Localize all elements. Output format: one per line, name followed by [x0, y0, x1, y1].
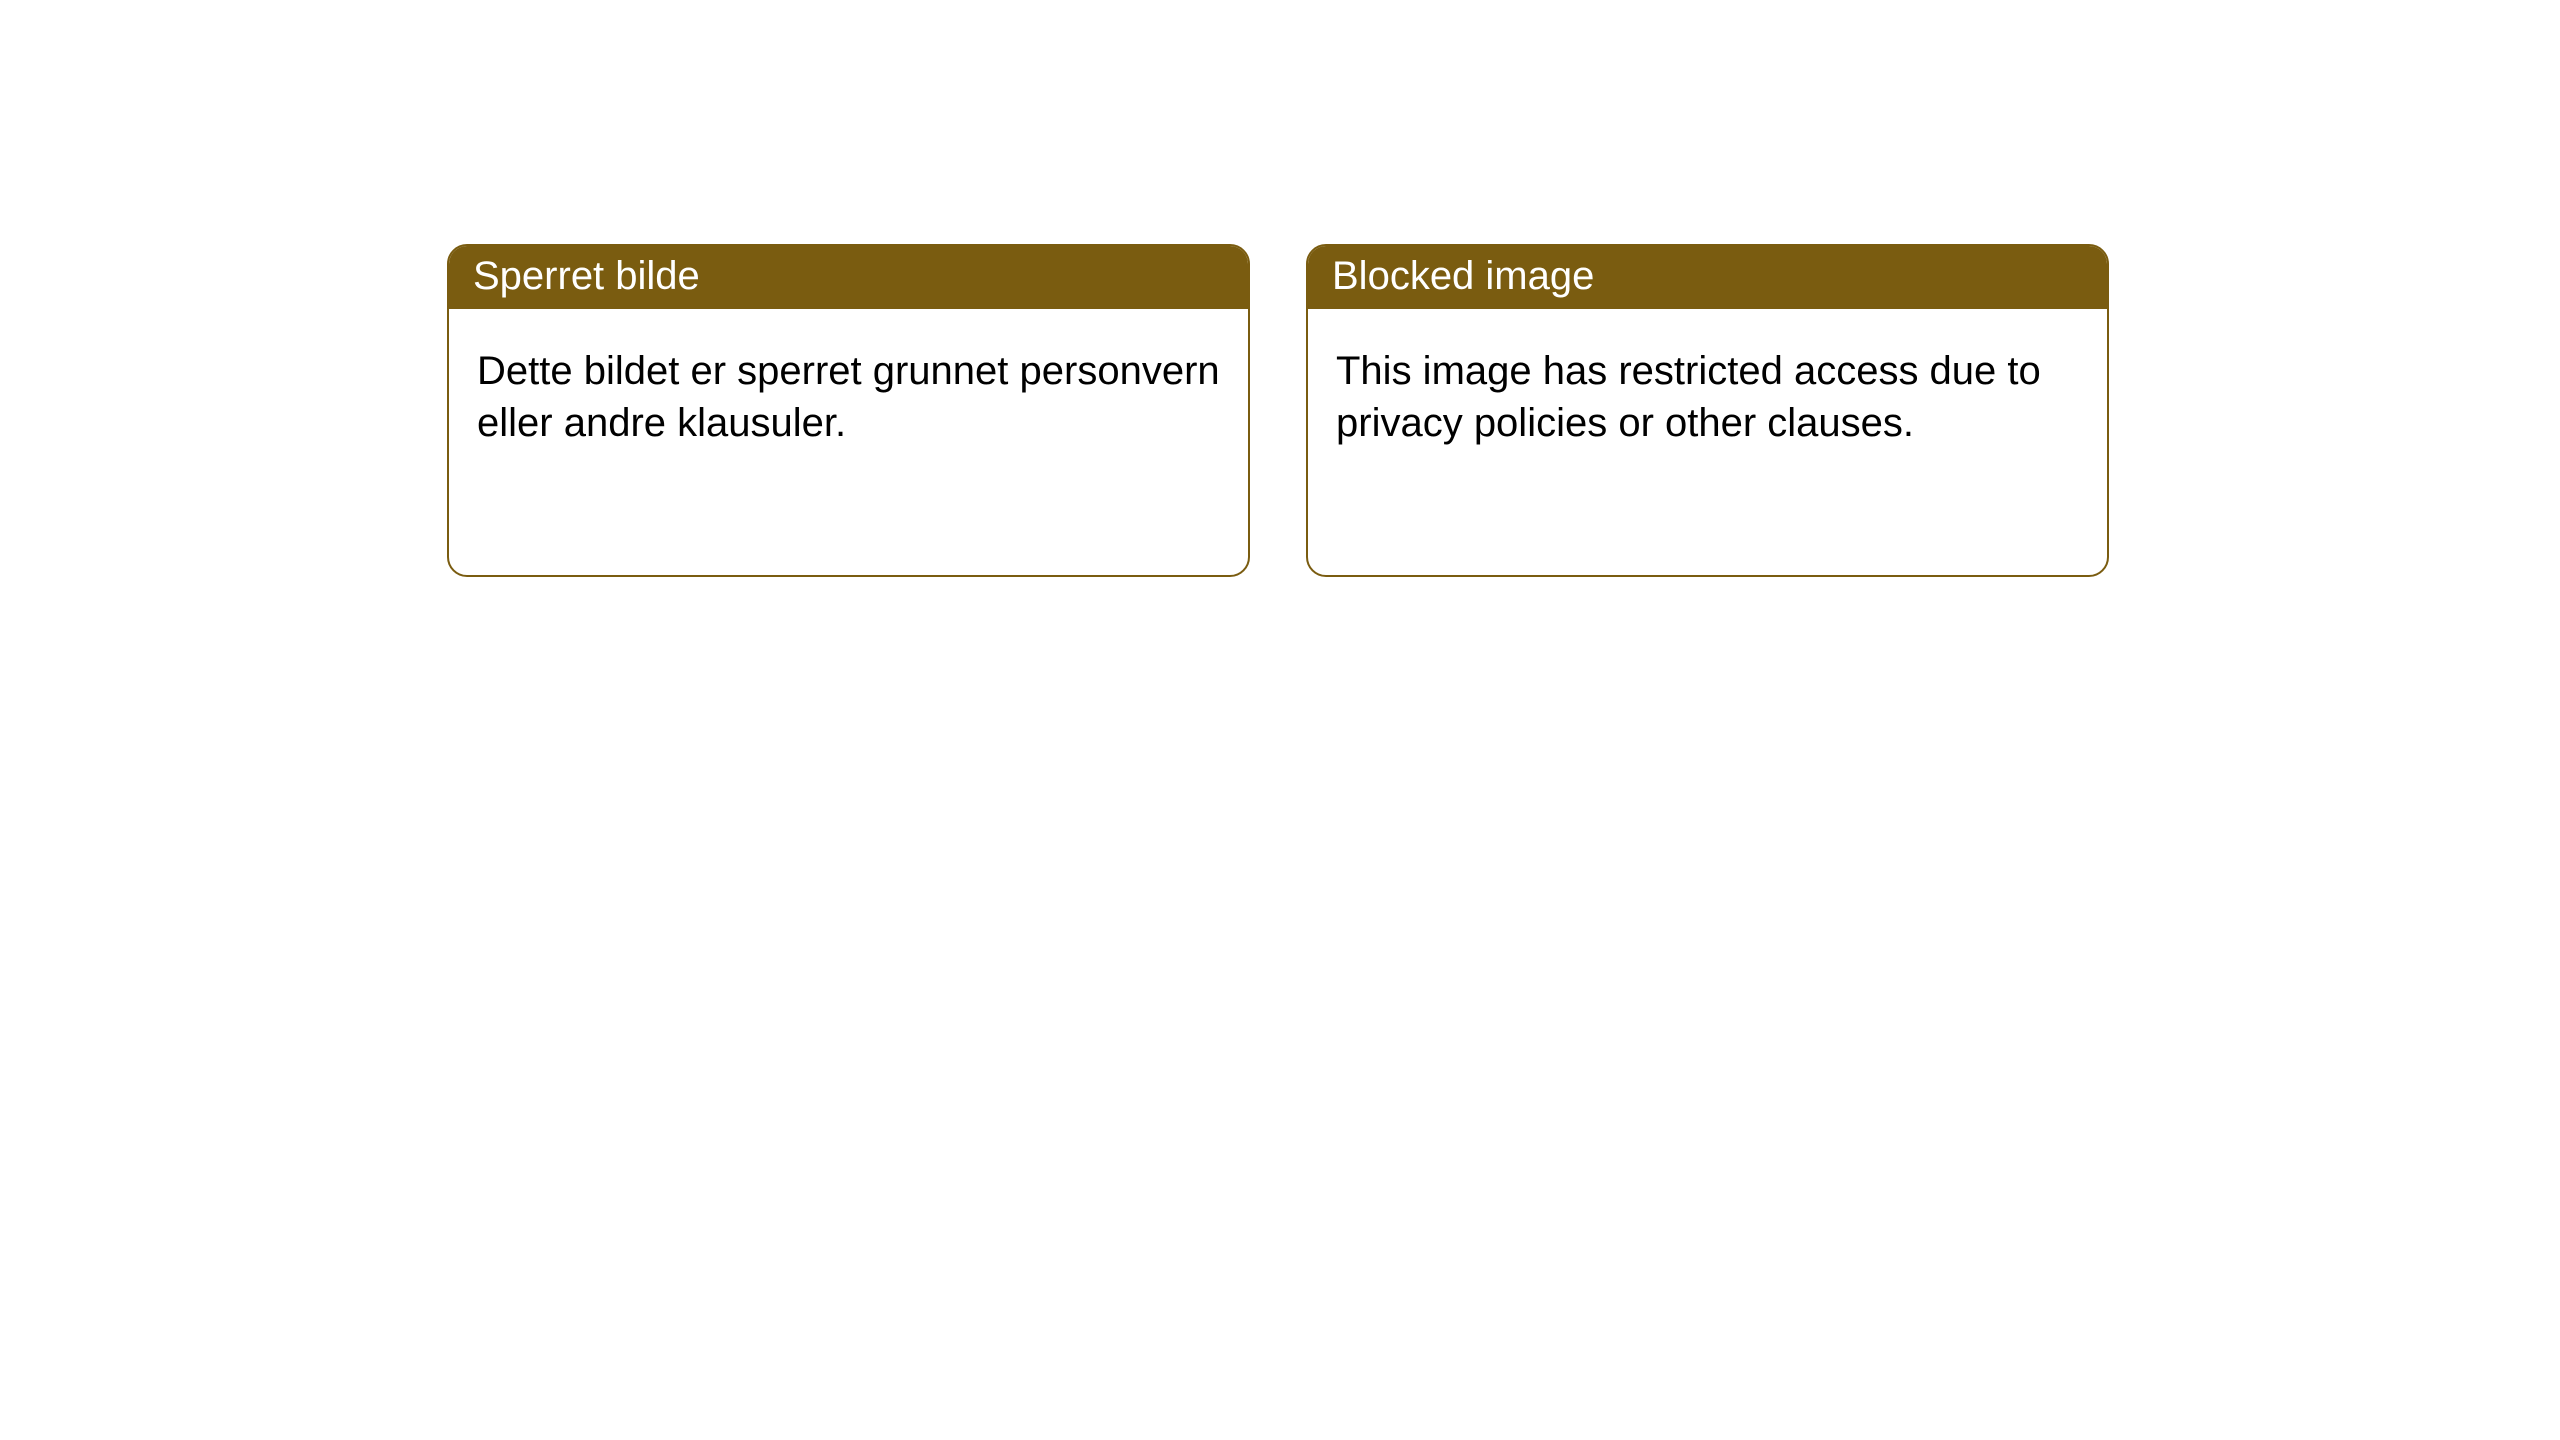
card-body-text: This image has restricted access due to … — [1336, 349, 2041, 445]
card-body-text: Dette bildet er sperret grunnet personve… — [477, 349, 1220, 445]
card-header: Sperret bilde — [449, 246, 1248, 309]
card-body: Dette bildet er sperret grunnet personve… — [449, 309, 1248, 485]
blocked-image-card-no: Sperret bilde Dette bildet er sperret gr… — [447, 244, 1250, 577]
card-header: Blocked image — [1308, 246, 2107, 309]
blocked-image-card-en: Blocked image This image has restricted … — [1306, 244, 2109, 577]
card-title: Blocked image — [1332, 254, 1594, 298]
card-title: Sperret bilde — [473, 254, 700, 298]
card-body: This image has restricted access due to … — [1308, 309, 2107, 485]
notice-cards-container: Sperret bilde Dette bildet er sperret gr… — [0, 0, 2560, 577]
